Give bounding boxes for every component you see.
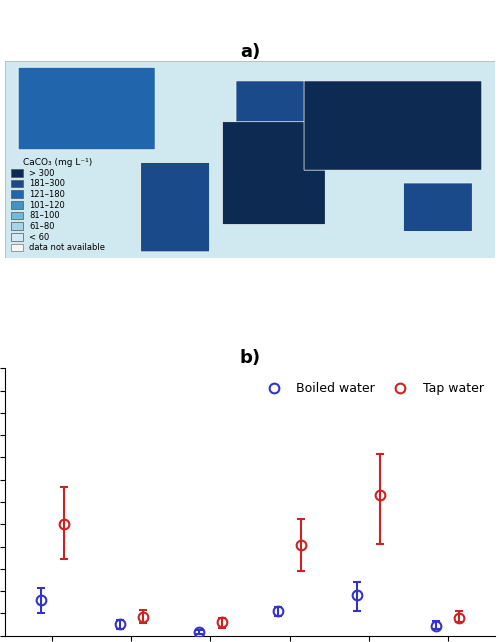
FancyBboxPatch shape	[5, 61, 495, 258]
FancyBboxPatch shape	[236, 81, 305, 129]
Title: a): a)	[240, 43, 260, 61]
FancyBboxPatch shape	[18, 67, 155, 150]
Legend: Boiled water, Tap water: Boiled water, Tap water	[256, 377, 489, 400]
FancyBboxPatch shape	[404, 183, 472, 231]
Title: b): b)	[240, 349, 260, 367]
Legend: > 300, 181–300, 121–180, 101–120, 81–100, 61–80, < 60, data not available: > 300, 181–300, 121–180, 101–120, 81–100…	[9, 157, 107, 254]
FancyBboxPatch shape	[140, 162, 209, 252]
FancyBboxPatch shape	[222, 122, 326, 225]
FancyBboxPatch shape	[304, 81, 482, 170]
